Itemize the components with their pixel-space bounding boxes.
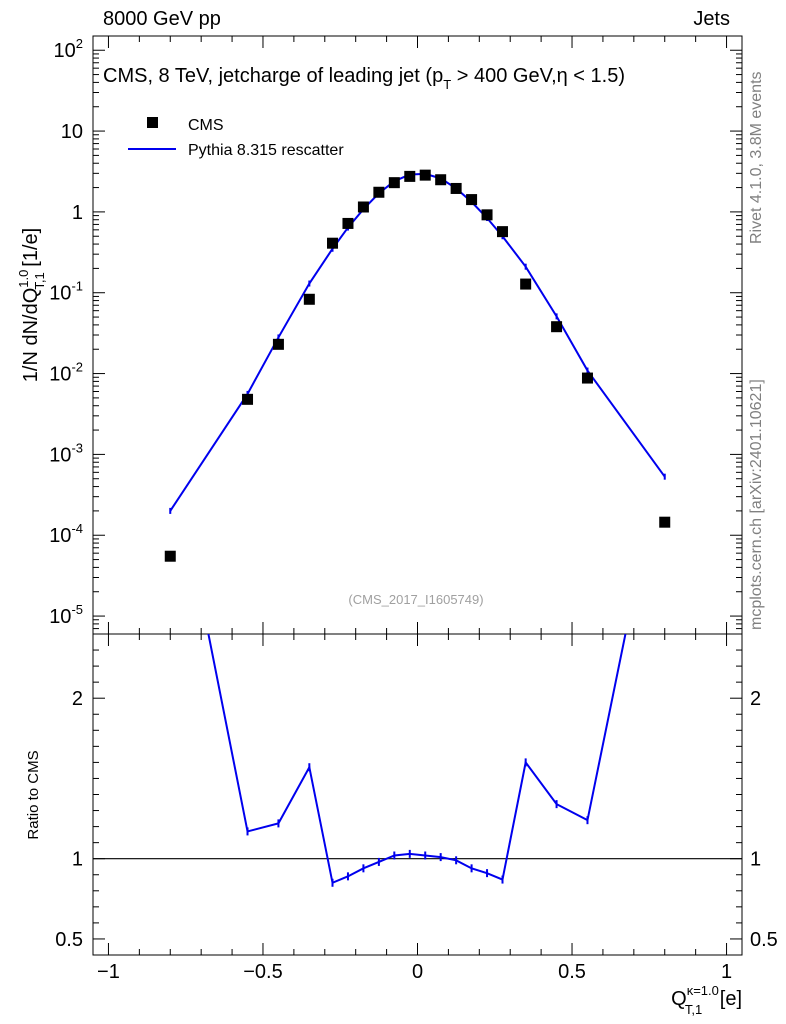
chart-title-sub: T <box>443 77 451 92</box>
x-tick-label: −1 <box>97 961 120 983</box>
x-axis-label-part: Q <box>671 988 687 1010</box>
ratio-y-axis-label: Ratio to CMS <box>25 750 42 839</box>
cms-data-point <box>164 550 176 562</box>
ratio-plot-series <box>93 634 742 887</box>
legend-cms-label: CMS <box>188 117 224 134</box>
y-tick-label: 1 <box>72 202 83 224</box>
y-tick-label: 10-5 <box>49 602 83 628</box>
analysis-watermark: (CMS_2017_I1605749) <box>348 592 483 607</box>
x-tick-label: 0 <box>412 961 423 983</box>
cms-data-point <box>466 194 478 206</box>
cms-data-point <box>450 182 462 194</box>
cms-data-point <box>435 174 447 186</box>
y-tick-label-base: 10 <box>49 364 71 386</box>
x-tick-label: −0.5 <box>243 961 282 983</box>
y-tick-label-base: 10 <box>49 525 71 547</box>
y-tick-label-base: 10 <box>61 121 83 143</box>
y-tick-label: 10-1 <box>49 279 83 305</box>
y-tick-label: 10-3 <box>49 440 83 466</box>
ratio-y-tick-label: 1 <box>72 849 83 871</box>
pythia-series-line <box>169 172 666 512</box>
ratio-axis-ticks: −1 −0.5 0 0.5 1 0.5 0.5 1 1 2 2 <box>55 634 778 983</box>
y-tick-label-exp: -4 <box>71 521 83 536</box>
y-tick-label: 10-2 <box>49 360 83 386</box>
y-tick-label-exp: -5 <box>71 602 83 617</box>
y-tick-label-base: 10 <box>49 444 71 466</box>
cms-data-point <box>303 293 315 305</box>
main-y-axis-label: 1/N dN/dQ1.0T,1 [1/e] <box>16 228 47 382</box>
cms-data-point <box>581 372 593 384</box>
main-plot-series <box>164 169 671 562</box>
legend: CMS Pythia 8.315 rescatter <box>128 117 344 159</box>
cms-data-point <box>419 169 431 181</box>
cms-data-point <box>373 186 385 198</box>
x-tick-label: 0.5 <box>558 961 586 983</box>
ratio-y-tick-label-right: 0.5 <box>750 929 778 951</box>
header-left-label: 8000 GeV pp <box>103 8 221 30</box>
cms-data-point <box>272 338 284 350</box>
x-axis-label-sup: κ=1.0 <box>687 983 719 998</box>
cms-data-point <box>481 209 493 221</box>
ratio-y-tick-label: 2 <box>72 688 83 710</box>
chart-title: CMS, 8 TeV, jetcharge of leading jet (pT… <box>103 65 625 92</box>
legend-pythia-label: Pythia 8.315 rescatter <box>188 142 344 159</box>
chart-title-part: CMS, 8 TeV, jetcharge of leading jet (p <box>103 65 443 87</box>
ratio-plot-frame <box>92 633 743 956</box>
cms-data-point <box>520 278 532 290</box>
legend-cms-marker <box>147 117 158 128</box>
ratio-y-tick-label-right: 1 <box>750 849 761 871</box>
x-axis-label-part: [e] <box>714 988 742 1010</box>
cms-data-point <box>404 170 416 182</box>
y-tick-label-base: 1 <box>72 202 83 224</box>
y-tick-label-exp: -1 <box>71 279 83 294</box>
cms-data-point <box>342 217 354 229</box>
ratio-y-tick-label: 0.5 <box>55 929 83 951</box>
cms-data-point <box>551 321 563 333</box>
y-tick-label-base: 10 <box>49 283 71 305</box>
x-axis-label: Qκ=1.0 T,1 [e] <box>671 983 742 1017</box>
chart-title-part: > 400 GeV,η < 1.5) <box>451 65 625 87</box>
cms-data-point <box>496 226 508 238</box>
y-tick-label: 102 <box>54 36 83 62</box>
y-tick-label-base: 10 <box>49 606 71 628</box>
y-tick-label-exp: -2 <box>71 360 83 375</box>
y-tick-label: 10-4 <box>49 521 83 547</box>
cms-data-point <box>327 237 339 249</box>
cms-data-point <box>388 177 400 189</box>
y-tick-label-base: 10 <box>54 40 76 62</box>
header-right-label: Jets <box>693 8 730 30</box>
x-tick-label: 1 <box>721 961 732 983</box>
x-axis-label-sub: T,1 <box>685 1002 702 1017</box>
ratio-series-line <box>207 634 627 885</box>
main-y-axis-label-part: [1/e] <box>20 228 42 272</box>
ratio-y-tick-label-right: 2 <box>750 688 761 710</box>
y-tick-label-exp: -3 <box>71 440 83 455</box>
cms-data-point <box>659 516 671 528</box>
y-tick-label: 10 <box>61 121 83 143</box>
y-tick-label-exp: 2 <box>76 36 83 51</box>
main-y-axis-label-sub: T,1 <box>32 272 47 289</box>
main-y-axis-label-sup: 1.0 <box>16 270 31 288</box>
main-y-axis-label-part: 1/N dN/dQ <box>20 288 42 382</box>
cms-data-point <box>357 201 369 213</box>
cms-data-point <box>242 393 254 405</box>
